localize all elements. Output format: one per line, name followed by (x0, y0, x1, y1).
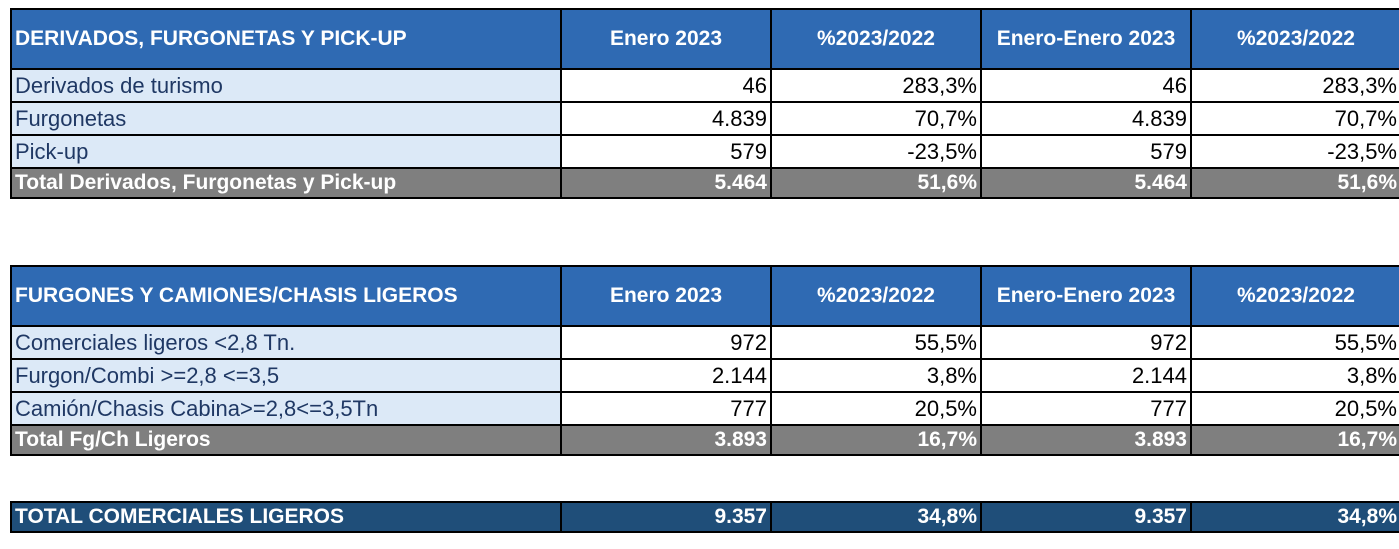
table-row-cell-0: Furgonetas (10, 101, 562, 136)
grand-total-row-cell-0: TOTAL COMERCIALES LIGEROS (10, 501, 562, 533)
table-header-cell-1: Enero 2023 (560, 265, 772, 327)
table-header-cell-0: DERIVADOS, FURGONETAS Y PICK-UP (10, 8, 562, 70)
table-total-row-cell-4: 16,7% (1190, 424, 1399, 456)
table-row-cell-0: Derivados de turismo (10, 68, 562, 103)
table-total-row-cell-4: 51,6% (1190, 167, 1399, 199)
table-header-cell-3: Enero-Enero 2023 (980, 8, 1192, 70)
table-total-row-cell-0: Total Fg/Ch Ligeros (10, 424, 562, 456)
table-row-cell-1: 972 (560, 325, 772, 360)
table-row-cell-0: Furgon/Combi >=2,8 <=3,5 (10, 358, 562, 393)
table-row-cell-4: 3,8% (1190, 358, 1399, 393)
table-row-cell-4: 55,5% (1190, 325, 1399, 360)
table-total-row-cell-0: Total Derivados, Furgonetas y Pick-up (10, 167, 562, 199)
table-row-cell-1: 777 (560, 391, 772, 426)
table-row-cell-0: Comerciales ligeros <2,8 Tn. (10, 325, 562, 360)
grand-total-table: TOTAL COMERCIALES LIGEROS 9.357 34,8% 9.357… (10, 501, 1399, 533)
table-row-cell-2: -23,5% (770, 134, 982, 169)
data-table-1: DERIVADOS, FURGONETAS Y PICK-UP Enero 202… (10, 8, 1399, 199)
table-row-cell-1: 579 (560, 134, 772, 169)
table-row: Furgonetas 4.839 70,7% 4.839 70,7% (10, 101, 1399, 136)
table-total-row-cell-3: 5.464 (980, 167, 1192, 199)
table-total-row-cell-3: 3.893 (980, 424, 1192, 456)
table-row-cell-3: 777 (980, 391, 1192, 426)
table-header-cell-0: FURGONES Y CAMIONES/CHASIS LIGEROS (10, 265, 562, 327)
table-row-cell-1: 46 (560, 68, 772, 103)
table-header-cell-3: Enero-Enero 2023 (980, 265, 1192, 327)
grand-total-row: TOTAL COMERCIALES LIGEROS 9.357 34,8% 9.357… (10, 501, 1399, 533)
table-row: Furgon/Combi >=2,8 <=3,5 2.144 3,8% 2.144 3,… (10, 358, 1399, 393)
table-row: Pick-up 579 -23,5% 579 -23,5% (10, 134, 1399, 169)
table-total-row-cell-1: 3.893 (560, 424, 772, 456)
table-row-cell-0: Camión/Chasis Cabina>=2,8<=3,5Tn (10, 391, 562, 426)
data-table-2: FURGONES Y CAMIONES/CHASIS LIGEROS Enero … (10, 265, 1399, 456)
table-total-row: Total Fg/Ch Ligeros 3.893 16,7% 3.893 16,7% (10, 424, 1399, 456)
grand-total-row-cell-1: 9.357 (560, 501, 772, 533)
table-row-cell-3: 2.144 (980, 358, 1192, 393)
table-row-cell-2: 20,5% (770, 391, 982, 426)
table-row: Derivados de turismo 46 283,3% 46 283,3% (10, 68, 1399, 103)
table-header-cell-4: %2023/2022 (1190, 265, 1399, 327)
table-header-cell-4: %2023/2022 (1190, 8, 1399, 70)
table-row-cell-0: Pick-up (10, 134, 562, 169)
grand-total-row-cell-4: 34,8% (1190, 501, 1399, 533)
table-row-cell-4: 20,5% (1190, 391, 1399, 426)
table-header-cell-2: %2023/2022 (770, 8, 982, 70)
table-header-cell-2: %2023/2022 (770, 265, 982, 327)
table-row: Comerciales ligeros <2,8 Tn. 972 55,5% 972 5… (10, 325, 1399, 360)
table-header: FURGONES Y CAMIONES/CHASIS LIGEROS Enero … (10, 265, 1399, 327)
table-row-cell-2: 283,3% (770, 68, 982, 103)
table-row-cell-3: 46 (980, 68, 1192, 103)
table-total-row-cell-2: 16,7% (770, 424, 982, 456)
table-row-cell-4: -23,5% (1190, 134, 1399, 169)
table-row-cell-3: 4.839 (980, 101, 1192, 136)
table-row-cell-2: 55,5% (770, 325, 982, 360)
table-row-cell-3: 579 (980, 134, 1192, 169)
table-row-cell-3: 972 (980, 325, 1192, 360)
table-total-row-cell-2: 51,6% (770, 167, 982, 199)
table-row-cell-4: 70,7% (1190, 101, 1399, 136)
table-total-row: Total Derivados, Furgonetas y Pick-up 5.4… (10, 167, 1399, 199)
table-row-cell-2: 3,8% (770, 358, 982, 393)
table-row-cell-1: 4.839 (560, 101, 772, 136)
table-header-cell-1: Enero 2023 (560, 8, 772, 70)
table-row-cell-1: 2.144 (560, 358, 772, 393)
table-row-cell-4: 283,3% (1190, 68, 1399, 103)
grand-total-row-cell-2: 34,8% (770, 501, 982, 533)
table-row-cell-2: 70,7% (770, 101, 982, 136)
table-header: DERIVADOS, FURGONETAS Y PICK-UP Enero 202… (10, 8, 1399, 70)
grand-total-row-cell-3: 9.357 (980, 501, 1192, 533)
table-total-row-cell-1: 5.464 (560, 167, 772, 199)
table-row: Camión/Chasis Cabina>=2,8<=3,5Tn 777 20,5%… (10, 391, 1399, 426)
